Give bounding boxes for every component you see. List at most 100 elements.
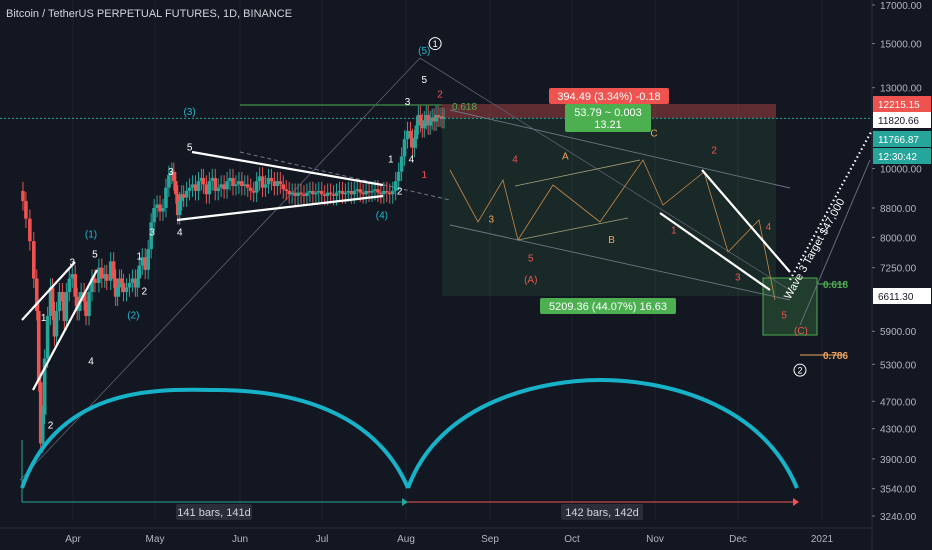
price-label: 12:30:42 <box>878 152 917 163</box>
candle-body <box>170 171 174 175</box>
candle-body <box>379 192 383 195</box>
candle-body <box>28 218 32 242</box>
x-tick-label: Nov <box>646 534 664 545</box>
cycle-arc-2 <box>406 377 799 489</box>
y-tick-label: 17000.00 <box>880 1 922 12</box>
candle-body <box>316 190 321 193</box>
box-top-label: 394.49 (3.34%) -0.18 <box>557 91 660 103</box>
circled-wave-marker <box>428 37 442 51</box>
candle-body <box>340 190 345 195</box>
candle-body <box>281 184 286 190</box>
candle-body <box>352 190 357 195</box>
candle-body <box>314 192 318 195</box>
candle-body <box>325 192 330 196</box>
wave-label: 2 <box>397 186 403 197</box>
candle-body <box>164 187 168 208</box>
candle-body <box>42 358 47 415</box>
candle-body <box>204 184 209 195</box>
candle-body <box>387 192 392 195</box>
candle-body <box>57 292 62 312</box>
box-top-inner-2: 13.21 <box>594 119 622 131</box>
candle-body <box>396 171 401 182</box>
candle-body <box>143 257 148 270</box>
candle-body <box>290 192 294 195</box>
candle-body <box>152 207 156 223</box>
forecast-zigzag <box>449 159 776 301</box>
x-tick-label: Dec <box>729 534 747 545</box>
candle-body <box>370 190 374 193</box>
target-zone-box <box>762 277 818 336</box>
x-tick-label: Jun <box>232 534 248 545</box>
candle-body <box>173 181 178 195</box>
candle-body <box>418 114 423 123</box>
price-label: 12215.15 <box>878 100 920 111</box>
candle-body <box>434 114 438 122</box>
box-top-badge <box>549 88 669 104</box>
candle-body <box>149 222 153 250</box>
wave-label: 4 <box>766 222 772 233</box>
wave-label: 3 <box>69 258 75 269</box>
candle-body <box>436 114 440 118</box>
candle-body <box>77 301 81 312</box>
wave-label: A <box>562 151 569 162</box>
y-tick-label: 3900.00 <box>880 455 917 466</box>
candle-body <box>337 190 342 193</box>
x-tick-label: 2021 <box>811 534 834 545</box>
candle-body <box>278 181 283 185</box>
price-label-badge <box>873 131 931 147</box>
candle-body <box>146 249 150 270</box>
x-tick-label: Apr <box>65 534 81 545</box>
wave-label: 5 <box>528 253 534 264</box>
candle-body <box>190 184 195 188</box>
candle-body <box>32 241 36 279</box>
candle-body <box>322 194 327 196</box>
candle-body <box>155 204 159 208</box>
candle-body <box>376 189 380 193</box>
candle-body <box>97 267 101 283</box>
candle-body <box>385 190 389 193</box>
candle-body <box>308 190 312 193</box>
box-top-inner-badge <box>565 104 651 132</box>
cycle-arc-1 <box>20 387 410 489</box>
wave-label: 5 <box>187 143 193 154</box>
candle-body <box>240 181 244 187</box>
candle-body <box>137 265 142 279</box>
wave-label: (2) <box>127 310 139 321</box>
candle-body <box>416 114 421 126</box>
candle-body <box>52 311 57 337</box>
candle-body <box>73 274 78 297</box>
candle-body <box>284 189 289 191</box>
fib-618-label: 0.618 <box>823 280 848 291</box>
candle-body <box>113 278 118 297</box>
candle-body <box>243 184 247 187</box>
candle-body <box>177 201 182 216</box>
candle-body <box>311 190 315 195</box>
candle-body <box>115 287 120 297</box>
candle-body <box>430 117 434 121</box>
price-label-badge <box>873 288 931 304</box>
wave-label: B <box>608 235 615 246</box>
candle-body <box>108 261 113 281</box>
candle-body <box>50 287 55 312</box>
candle-body <box>161 207 165 212</box>
candle-body <box>440 116 444 119</box>
range-right-badge <box>561 504 643 520</box>
candle-body <box>219 184 223 188</box>
candle-body <box>405 130 410 140</box>
candle-body <box>263 184 268 188</box>
y-tick-label: 7250.00 <box>880 264 917 275</box>
candle-body <box>130 278 135 283</box>
candle-body <box>432 117 436 122</box>
candle-body <box>296 192 300 196</box>
candle-body <box>199 177 204 182</box>
channel-lower <box>449 224 791 301</box>
candle-body <box>361 192 365 195</box>
wave-label: 2 <box>48 421 54 432</box>
x-tick-label: Sep <box>481 534 499 545</box>
candle-body <box>257 176 262 182</box>
candle-body <box>346 190 351 193</box>
wave-label: C <box>650 128 657 139</box>
candle-body <box>266 177 271 185</box>
candle-body <box>364 190 368 195</box>
